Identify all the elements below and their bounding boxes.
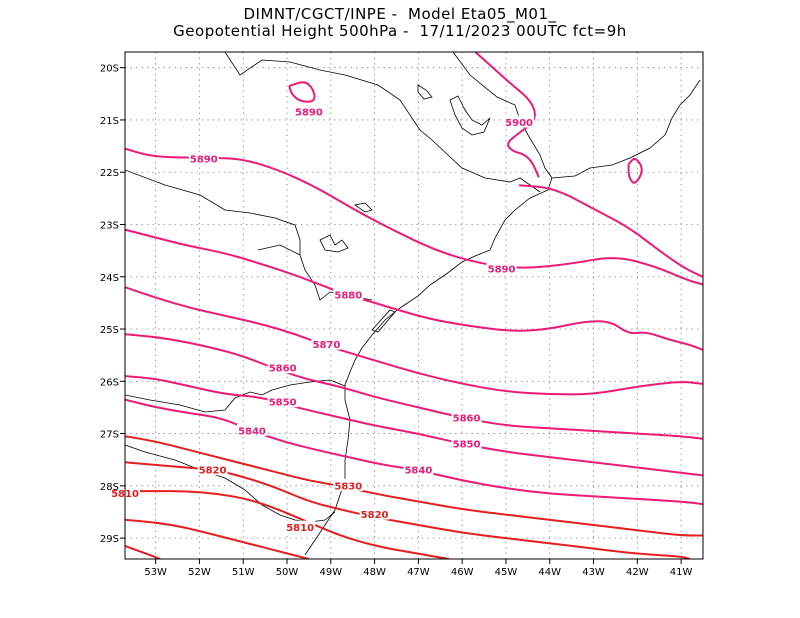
lon-tick-label: 44W: [538, 567, 561, 578]
lon-tick-label: 51W: [232, 567, 255, 578]
contour-label-bg: [486, 261, 517, 274]
lon-tick-label: 43W: [582, 567, 605, 578]
contour-label-bg: [267, 395, 298, 408]
lat-tick-label: 29S: [100, 534, 119, 545]
contour-label-bg: [359, 507, 390, 520]
contour-5890: [519, 184, 703, 278]
contour-label-bg: [403, 463, 434, 476]
lat-tick-label: 28S: [100, 482, 119, 493]
contour-label-bg: [333, 478, 364, 491]
contour-5790: [125, 544, 161, 559]
contour-5870: [125, 286, 703, 396]
lon-tick-label: 50W: [276, 567, 299, 578]
contour-label-bg: [293, 105, 324, 118]
lake-1: [319, 234, 349, 253]
lat-tick-label: 26S: [100, 377, 119, 388]
contour-label-bg: [285, 520, 316, 533]
contour-label: 5890: [190, 155, 218, 166]
contour-label: 5870: [313, 340, 341, 351]
contour-5800: [125, 518, 310, 559]
lon-tick-label: 45W: [495, 567, 518, 578]
lon-tick-label: 47W: [407, 567, 430, 578]
contour-5860: [125, 333, 703, 440]
axis-ticks: 53W 52W 51W 50W 49W 48W 47W 46W 45W 44W 43W 42W 41W 2…: [100, 64, 693, 578]
contour-label: 5840: [238, 426, 266, 437]
grid-lines: [125, 52, 703, 559]
contour-label: 5820: [199, 466, 227, 477]
contour-5890: [288, 81, 316, 103]
coastline: [304, 52, 553, 556]
lake-4: [417, 84, 433, 100]
contour-label-bg: [197, 463, 228, 476]
state-border-pr-sc: [125, 379, 346, 413]
contour-label: 5900: [505, 118, 533, 129]
contour-label: 5810: [286, 523, 314, 534]
border-ms-pr: [257, 244, 301, 256]
lon-tick-label: 41W: [670, 567, 693, 578]
contour-5810: [125, 490, 450, 559]
contour-lines: [125, 52, 703, 559]
contour-5880: [125, 228, 703, 351]
lat-tick-label: 24S: [100, 273, 119, 284]
lon-tick-label: 42W: [626, 567, 649, 578]
lon-tick-label: 49W: [319, 567, 342, 578]
lon-tick-label: 46W: [451, 567, 474, 578]
lon-tick-label: 52W: [188, 567, 211, 578]
lat-tick-label: 27S: [100, 430, 119, 441]
lat-tick-label: 23S: [100, 220, 119, 231]
contour-label-bg: [311, 337, 342, 350]
contour-5840: [125, 398, 703, 506]
state-border-ms-sp: [125, 169, 373, 301]
title-line-2: Geopotential Height 500hPa - 17/11/2023 …: [173, 22, 627, 40]
contour-label-bg: [333, 288, 364, 301]
contour-label: 5880: [334, 291, 362, 302]
contour-label: 5860: [269, 364, 297, 375]
contour-label: 5890: [295, 108, 323, 119]
lat-tick-label: 25S: [100, 325, 119, 336]
state-border-mg-sp: [224, 52, 541, 193]
contour-label-bg: [236, 423, 267, 436]
contour-label-bg: [267, 361, 298, 374]
contour-label: 5840: [404, 466, 432, 477]
lat-tick-label: 21S: [100, 116, 119, 127]
title-line-1: DIMNT/CGCT/INPE - Model Eta05_M01_: [243, 5, 557, 23]
contour-label-bg: [451, 410, 482, 423]
contour-5850: [125, 375, 703, 477]
island: [371, 309, 396, 333]
map-title: DIMNT/CGCT/INPE - Model Eta05_M01_ Geopo…: [0, 6, 800, 40]
contour-label: 5860: [453, 413, 481, 424]
contour-label: 5850: [453, 440, 481, 451]
contour-label: 5890: [488, 264, 516, 275]
contour-label-bg: [451, 437, 482, 450]
contour-5820: [125, 461, 691, 559]
contour-label: 5830: [334, 481, 362, 492]
lake-3: [449, 95, 491, 136]
contour-label-bg: [504, 115, 535, 128]
lake-2: [354, 202, 373, 213]
contour-5890: [627, 158, 643, 184]
contour-label: 5820: [361, 510, 389, 521]
contour-label-bg: [188, 152, 219, 165]
lat-tick-label: 22S: [100, 168, 119, 179]
plot-frame: [124, 51, 704, 560]
lon-tick-label: 48W: [363, 567, 386, 578]
contour-label: 5850: [269, 398, 297, 409]
lat-tick-label: 20S: [100, 64, 119, 75]
coastline-east: [551, 79, 701, 179]
lon-tick-label: 53W: [144, 567, 167, 578]
plot-background: [125, 52, 703, 559]
